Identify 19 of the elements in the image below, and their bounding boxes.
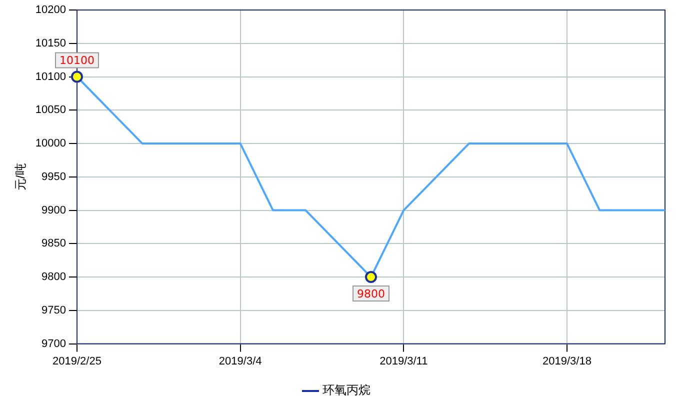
y-tick-label: 10150 — [35, 37, 66, 50]
y-tick-label: 9950 — [42, 170, 66, 183]
x-tick-label: 2019/3/11 — [380, 355, 428, 368]
x-tick-label: 2019/3/18 — [542, 355, 592, 368]
y-tick-label: 10100 — [35, 70, 66, 83]
y-axis-title: 元/吨 — [14, 163, 28, 191]
y-tick-label: 9900 — [42, 204, 66, 216]
legend-label: 环氧丙烷 — [322, 383, 370, 398]
y-tick-label: 10000 — [35, 138, 66, 150]
data-label: 9800 — [356, 287, 385, 300]
x-tick-label: 2019/3/4 — [218, 355, 262, 368]
x-tick-label: 2019/2/25 — [52, 355, 102, 368]
y-tick-label: 9700 — [42, 338, 66, 350]
y-tick-label: 9800 — [42, 271, 66, 284]
data-label: 10100 — [59, 54, 94, 68]
y-tick-label: 10050 — [35, 104, 66, 116]
y-tick-label: 9750 — [42, 304, 66, 316]
y-tick-label: 9850 — [42, 238, 66, 250]
y-tick-label: 10200 — [35, 4, 66, 16]
